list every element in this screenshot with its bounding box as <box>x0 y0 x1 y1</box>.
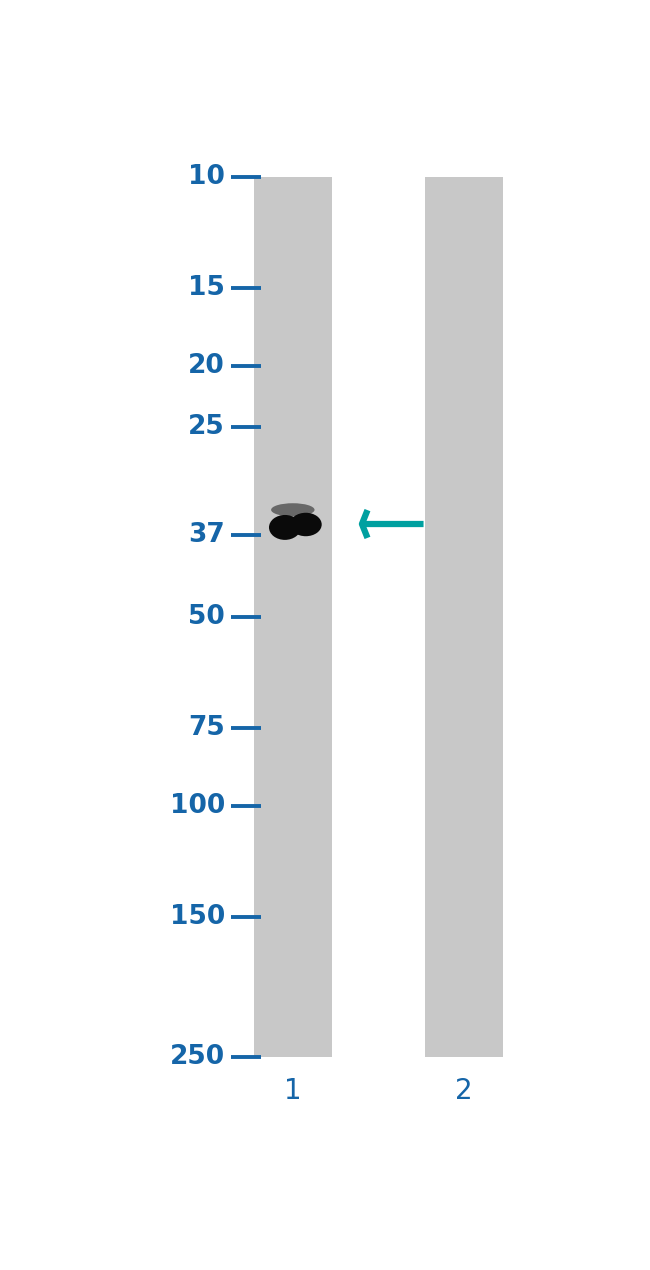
Bar <box>254 177 332 1057</box>
Text: 1: 1 <box>284 1077 302 1105</box>
Text: 75: 75 <box>188 715 225 740</box>
Text: 37: 37 <box>188 522 225 547</box>
Text: 20: 20 <box>188 353 225 380</box>
Ellipse shape <box>269 514 301 540</box>
Bar <box>425 177 503 1057</box>
Text: 25: 25 <box>188 414 225 441</box>
Ellipse shape <box>271 503 315 517</box>
Text: 10: 10 <box>188 164 225 189</box>
Text: 100: 100 <box>170 794 225 819</box>
Text: 50: 50 <box>188 605 225 630</box>
Text: 2: 2 <box>455 1077 473 1105</box>
Text: 150: 150 <box>170 904 225 931</box>
Ellipse shape <box>290 513 322 536</box>
Text: 250: 250 <box>170 1044 225 1069</box>
Text: 15: 15 <box>188 274 225 301</box>
Ellipse shape <box>284 518 306 533</box>
